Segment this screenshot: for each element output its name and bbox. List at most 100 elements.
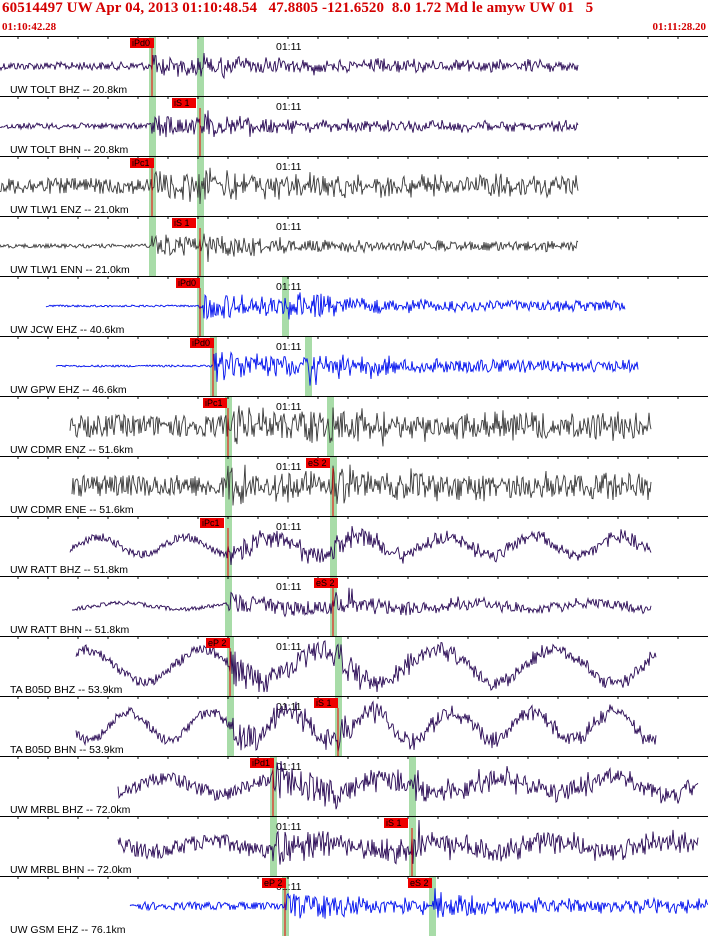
seismic-trace <box>71 587 652 618</box>
pick-box[interactable] <box>203 398 227 408</box>
pick-label: iPc1 <box>132 158 150 168</box>
time-tick-label: 01:11 <box>276 461 302 473</box>
event-title: 60514497 UW Apr 04, 2013 01:10:48.54 47.… <box>2 0 594 16</box>
seismic-trace <box>45 292 626 321</box>
pick-label: iS 1 <box>316 698 332 708</box>
station-label: UW TOLT BHZ -- 20.8km <box>10 84 127 96</box>
station-label: UW GPW EHZ -- 46.6km <box>10 384 127 396</box>
p-pick-window <box>270 816 277 876</box>
pick-label: iPc1 <box>202 518 220 528</box>
time-tick-label: 01:11 <box>276 161 302 173</box>
station-label: UW RATT BHN -- 51.8km <box>10 624 129 636</box>
seismic-trace <box>0 110 579 138</box>
time-tick-label: 01:11 <box>276 401 302 413</box>
station-label: UW MRBL BHN -- 72.0km <box>10 864 132 876</box>
pick-label: iS 1 <box>174 98 190 108</box>
seismic-trace <box>69 405 652 447</box>
time-tick-label: 01:11 <box>276 41 302 53</box>
trace-row: 01:11 iPd0 UW JCW EHZ -- 40.6km <box>0 276 708 336</box>
station-label: UW TLW1 ENZ -- 21.0km <box>10 204 129 216</box>
time-tick-label: 01:11 <box>276 101 302 113</box>
time-tick-label: 01:11 <box>276 761 302 773</box>
s-pick-window <box>197 156 204 216</box>
seismogram-svg: 01:11 iPd0 UW TOLT BHZ -- 20.8km 01:11 iS 1 U… <box>0 36 708 936</box>
time-tick-label: 01:11 <box>276 221 302 233</box>
time-tick-label: 01:11 <box>276 521 302 533</box>
s-pick-window <box>429 876 436 936</box>
pick-label: iPd0 <box>132 38 150 48</box>
seismic-trace <box>75 640 657 693</box>
station-label: UW MRBL BHZ -- 72.0km <box>10 804 131 816</box>
seismic-trace <box>129 888 708 919</box>
pick-box[interactable] <box>206 638 230 648</box>
seismic-trace <box>0 167 579 205</box>
trace-row: 01:11 iS 1 UW TLW1 ENN -- 21.0km <box>0 216 708 276</box>
s-pick-window <box>330 516 337 576</box>
trace-row: 01:11 iS 1 UW MRBL BHN -- 72.0km <box>0 816 708 876</box>
seismogram-plot: 01:11 iPd0 UW TOLT BHZ -- 20.8km 01:11 iS 1 U… <box>0 36 708 938</box>
pick-box[interactable] <box>130 158 154 168</box>
trace-row: 01:11 eP 2 TA B05D BHZ -- 53.9km <box>0 636 708 696</box>
station-label: UW TLW1 ENN -- 21.0km <box>10 264 130 276</box>
station-label: TA B05D BHZ -- 53.9km <box>10 684 123 696</box>
pick-label: iS 1 <box>386 818 402 828</box>
station-label: UW JCW EHZ -- 40.6km <box>10 324 125 336</box>
seismogram-header: 60514497 UW Apr 04, 2013 01:10:48.54 47.… <box>0 0 708 36</box>
station-label: UW GSM EHZ -- 76.1km <box>10 924 126 936</box>
time-tick-label: 01:11 <box>276 581 302 593</box>
trace-row: 01:11 iPd1 UW MRBL BHZ -- 72.0km <box>0 756 708 816</box>
pick-label: iPd1 <box>252 758 270 768</box>
pick-label: iS 1 <box>174 218 190 228</box>
trace-row: 01:11 iPc1 UW TLW1 ENZ -- 21.0km <box>0 156 708 216</box>
trace-row: 01:11 iS 1 UW TOLT BHN -- 20.8km <box>0 96 708 156</box>
pick-box-secondary[interactable] <box>408 878 432 888</box>
seismic-trace <box>75 700 657 753</box>
trace-row: 01:11 eS 2 UW RATT BHN -- 51.8km <box>0 576 708 636</box>
trace-row: 01:11 eS 2 UW CDMR ENE -- 51.6km <box>0 456 708 516</box>
trace-row: 01:11 iPd0 UW GPW EHZ -- 46.6km <box>0 336 708 396</box>
trace-row: 01:11 iPc1 UW RATT BHZ -- 51.8km <box>0 516 708 576</box>
pick-label: eS 2 <box>316 578 335 588</box>
pick-label: eP 2 <box>264 878 282 888</box>
window-end-time: 01:11:28.20 <box>652 21 706 33</box>
pick-box[interactable] <box>314 698 338 708</box>
pick-box[interactable] <box>262 878 286 888</box>
seismic-trace <box>117 760 699 810</box>
seismic-trace <box>69 526 652 566</box>
pick-box[interactable] <box>314 578 338 588</box>
station-label: TA B05D BHN -- 53.9km <box>10 744 124 756</box>
pick-label: iPd0 <box>178 278 196 288</box>
time-tick-label: 01:11 <box>276 641 302 653</box>
trace-row: 01:11 iPd0 UW TOLT BHZ -- 20.8km <box>0 36 708 96</box>
pick-box[interactable] <box>130 38 154 48</box>
seismic-trace <box>55 351 639 386</box>
station-label: UW CDMR ENZ -- 51.6km <box>10 444 133 456</box>
pick-label: iPc1 <box>205 398 223 408</box>
time-tick-label: 01:11 <box>276 281 302 293</box>
pick-box[interactable] <box>306 458 330 468</box>
pick-box[interactable] <box>384 818 408 828</box>
seismic-trace <box>0 233 579 263</box>
time-tick-label: 01:11 <box>276 821 302 833</box>
window-start-time: 01:10:42.28 <box>2 21 57 33</box>
trace-row: 01:11 iPc1 UW CDMR ENZ -- 51.6km <box>0 396 708 456</box>
s-pick-window <box>282 276 289 336</box>
seismic-trace <box>0 52 579 80</box>
seismic-trace <box>71 464 652 506</box>
pick-label: iPd0 <box>192 338 210 348</box>
seismic-trace <box>117 819 699 865</box>
pick-label: eP 2 <box>208 638 226 648</box>
trace-row: 01:11 iS 1TA B05D BHN -- 53.9km <box>0 696 708 756</box>
pick-box[interactable] <box>172 98 196 108</box>
pick-box[interactable] <box>172 218 196 228</box>
pick-box[interactable] <box>190 338 214 348</box>
s-pick-window <box>327 396 334 456</box>
station-label: UW TOLT BHN -- 20.8km <box>10 144 128 156</box>
pick-box[interactable] <box>250 758 274 768</box>
pick-box[interactable] <box>200 518 224 528</box>
pick-label-secondary: eS 2 <box>410 878 429 888</box>
pick-label: eS 2 <box>308 458 327 468</box>
pick-box[interactable] <box>176 278 200 288</box>
station-label: UW RATT BHZ -- 51.8km <box>10 564 128 576</box>
